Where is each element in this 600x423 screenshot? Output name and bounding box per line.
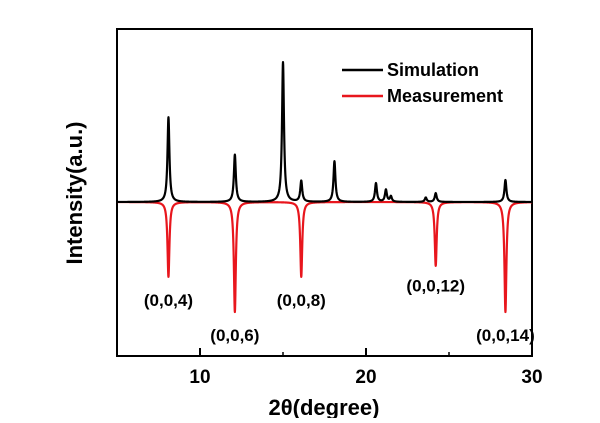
peak-annotation: (0,0,8) [277, 291, 326, 310]
x-axis-label: 2θ(degree) [269, 395, 380, 418]
peak-annotation: (0,0,6) [210, 326, 259, 345]
peak-annotation: (0,0,14) [476, 326, 535, 345]
x-tick-label: 20 [355, 367, 376, 388]
peak-annotation: (0,0,12) [406, 277, 465, 296]
series-line-simulation [117, 62, 532, 202]
annotations-layer: (0,0,4) (0,0,6) (0,0,8) (0,0,12) (0,0,14) [144, 277, 535, 346]
y-axis-label: Intensity(a.u.) [62, 121, 87, 264]
legend-label-measurement: Measurement [387, 86, 503, 106]
legend: Simulation Measurement [342, 60, 503, 106]
ticks-layer: 10 20 30 [117, 348, 543, 388]
x-tick-label: 10 [189, 367, 210, 388]
x-tick-label: 30 [521, 367, 542, 388]
legend-label-simulation: Simulation [387, 60, 479, 80]
peak-annotation: (0,0,4) [144, 291, 193, 310]
